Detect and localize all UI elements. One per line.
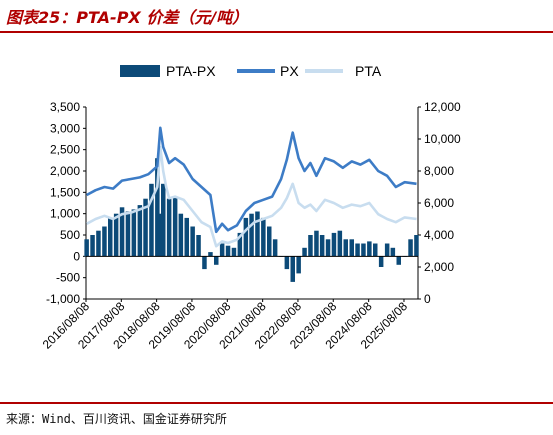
y-left-tick-label: -1,000 xyxy=(46,292,80,306)
bar-pta-px xyxy=(219,243,225,257)
bar-pta-px xyxy=(119,207,125,257)
bar-pta-px xyxy=(331,232,337,257)
legend-swatch-pta-px xyxy=(120,65,160,77)
plot-area: -1,000 -500 0 500 1,000 1,500 2,000 2,500 3,000 3… xyxy=(40,100,461,352)
bar-pta-px xyxy=(343,239,348,257)
legend-label-pta: PTA xyxy=(355,63,382,79)
bar-pta-px xyxy=(290,256,295,282)
bar-pta-px xyxy=(261,217,266,257)
bar-pta-px xyxy=(196,235,201,257)
legend-label-pta-px: PTA-PX xyxy=(166,63,216,79)
bar-pta-px xyxy=(319,235,325,257)
bar-pta-px xyxy=(237,232,243,257)
source-note: 来源：Wind、百川资讯、国金证券研究所 xyxy=(6,412,227,426)
bar-pta-px xyxy=(378,256,384,267)
bar-pta-px xyxy=(272,239,278,257)
bar-pta-px xyxy=(184,217,189,257)
bar-pta-px xyxy=(190,226,195,257)
bar-pta-px xyxy=(255,211,260,257)
bar-pta-px xyxy=(249,213,254,257)
bar-pta-px xyxy=(155,158,160,257)
bar-pta-px xyxy=(108,217,113,257)
bar-pta-px xyxy=(296,256,301,274)
bar-pta-px xyxy=(166,198,172,257)
bar-pta-px xyxy=(349,239,354,257)
bar-pta-px xyxy=(84,239,89,257)
footer-rule xyxy=(0,402,553,404)
y-right-tick-label: 6,000 xyxy=(424,196,454,210)
bar-pta-px xyxy=(355,243,360,257)
bar-pta-px xyxy=(384,243,390,257)
bar-pta-px xyxy=(90,235,95,257)
bar-pta-px xyxy=(325,239,331,257)
bar-pta-px xyxy=(408,239,413,257)
bar-pta-px xyxy=(214,256,219,265)
bar-pta-px xyxy=(149,183,154,257)
y-left-tick-label: 500 xyxy=(60,228,80,242)
bar-pta-px xyxy=(158,213,163,257)
bar-pta-px xyxy=(102,226,107,257)
legend: PTA-PX PX PTA xyxy=(120,63,382,79)
legend-label-px: PX xyxy=(280,63,299,79)
bar-pta-px xyxy=(125,211,131,257)
bar-pta-px xyxy=(202,256,207,270)
y-left-tick-label: 0 xyxy=(73,249,80,263)
y-right-tick-label: 8,000 xyxy=(424,164,454,178)
y-right-tick-label: 12,000 xyxy=(424,100,461,114)
bar-pta-px xyxy=(337,230,343,257)
y-left-tick-label: 3,500 xyxy=(50,100,80,114)
bar-pta-px xyxy=(390,247,396,257)
bar-pta-px xyxy=(308,235,313,257)
y-right-tick-label: 0 xyxy=(424,292,431,306)
bar-pta-px xyxy=(178,213,184,257)
y-right-tick-label: 10,000 xyxy=(424,132,461,146)
bar-pta-px xyxy=(314,230,319,257)
bar-pta-px xyxy=(267,226,272,257)
bar-pta-px xyxy=(231,247,237,257)
title-rule xyxy=(0,31,553,33)
y-left-tick-label: 3,000 xyxy=(50,121,80,135)
y-left-tick-label: -500 xyxy=(56,271,80,285)
y-left-tick-label: 1,000 xyxy=(50,207,80,221)
bar-pta-px xyxy=(96,230,101,257)
bar-pta-px xyxy=(131,209,137,257)
bar-pta-px xyxy=(396,256,401,265)
bar-pta-px xyxy=(243,217,249,257)
line-pta xyxy=(86,145,417,248)
bar-pta-px xyxy=(414,235,419,257)
y-left-tick-label: 2,000 xyxy=(50,164,80,178)
bar-pta-px xyxy=(113,213,119,257)
chart-title: 图表25：PTA-PX 价差（元/吨） xyxy=(6,8,249,27)
bar-pta-px xyxy=(143,198,148,257)
chart-canvas: PTA-PX PX PTA -1,000 -500 0 500 1,000 1,500 2,… xyxy=(40,63,461,352)
bar-pta-px xyxy=(172,196,178,257)
bar-pta-px xyxy=(361,243,366,257)
bar-pta-px xyxy=(367,241,372,257)
bar-pta-px xyxy=(225,245,231,257)
y-right-tick-label: 4,000 xyxy=(424,228,454,242)
bar-pta-px xyxy=(373,243,378,257)
line-px xyxy=(86,126,417,234)
y-right-tick-label: 2,000 xyxy=(424,260,454,274)
bar-pta-px xyxy=(137,205,143,257)
y-left-tick-label: 1,500 xyxy=(50,185,80,199)
bar-pta-px xyxy=(208,252,213,257)
bar-pta-px xyxy=(302,247,307,257)
y-left-tick-label: 2,500 xyxy=(50,143,80,157)
bar-pta-px xyxy=(161,183,166,257)
bar-pta-px xyxy=(284,256,290,270)
